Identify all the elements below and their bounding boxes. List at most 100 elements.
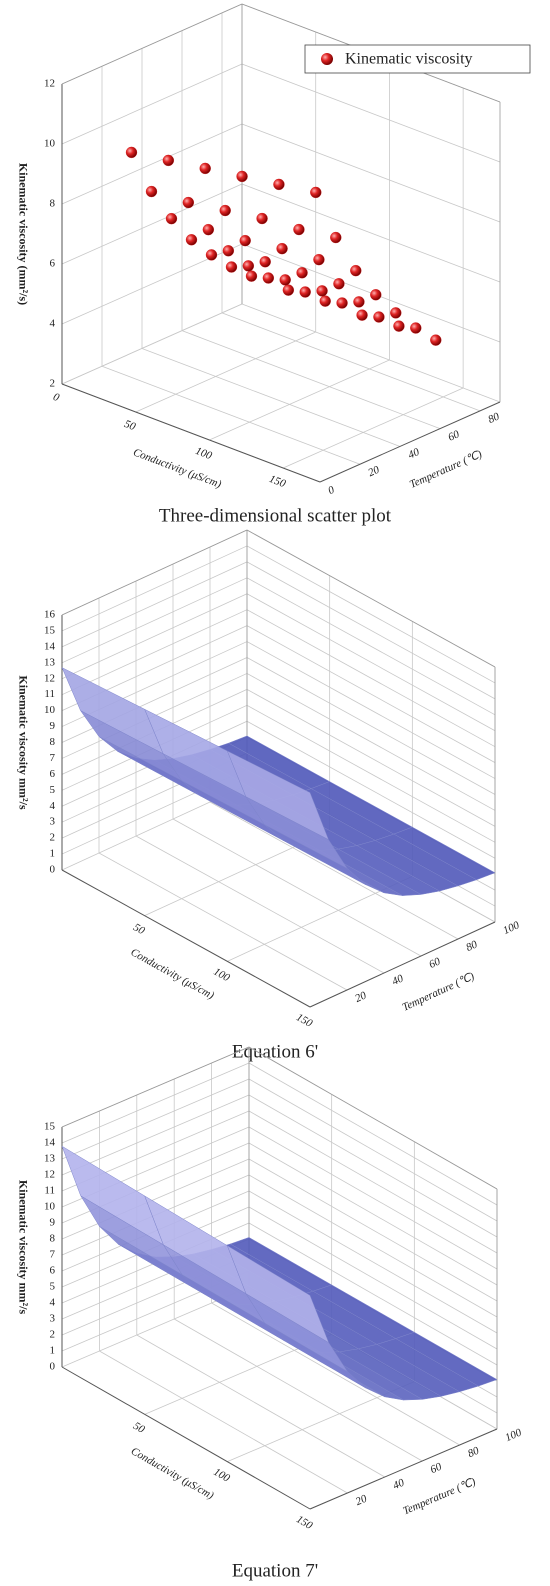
surface-cell: [226, 750, 329, 841]
z-tick-label: 1: [50, 1345, 56, 1357]
grid-line: [209, 359, 390, 441]
caption: Three-dimensional scatter plot: [159, 505, 392, 526]
grid-line: [211, 1302, 460, 1446]
grid-line: [241, 303, 501, 403]
box-edge: [61, 383, 321, 483]
grid-line: [246, 593, 496, 732]
x-tick-label: 50: [131, 1420, 147, 1436]
grid-line: [246, 673, 496, 811]
grid-line: [241, 63, 501, 163]
grid-line: [61, 577, 248, 664]
z-tick-label: 6: [50, 768, 56, 780]
point: [282, 284, 294, 296]
box-edge: [61, 869, 311, 1008]
point: [125, 146, 138, 159]
point: [279, 274, 291, 286]
z-tick-label: 8: [50, 198, 56, 210]
y-axis-title: Temperature (℃): [401, 1476, 478, 1518]
z-axis-title: Kinematic viscosity mm²/s: [16, 675, 30, 810]
y-tick-label: 100: [503, 1426, 523, 1444]
z-tick-label: 16: [44, 609, 56, 621]
point: [162, 154, 174, 167]
z-tick-label: 10: [44, 138, 56, 150]
legend-marker: [321, 53, 333, 65]
grid-line: [248, 1206, 498, 1350]
legend-label: Kinematic viscosity: [345, 51, 473, 68]
grid-line: [246, 625, 496, 763]
box-edge: [61, 3, 243, 85]
legend-box: [304, 44, 531, 74]
point: [219, 204, 231, 217]
x-tick-label: 100: [211, 966, 232, 985]
grid-line: [172, 818, 422, 957]
y-tick-label: 80: [486, 410, 501, 426]
point: [256, 212, 268, 225]
y-tick-label: 20: [366, 464, 381, 480]
grid-line: [248, 1078, 498, 1222]
z-tick-label: 12: [44, 1169, 55, 1181]
x-axis-title: Conductivity (μS/cm): [129, 1445, 216, 1502]
box-edge: [319, 401, 501, 483]
z-tick-label: 0: [50, 1361, 56, 1373]
grid-line: [246, 657, 496, 795]
z-tick-label: 13: [44, 1153, 56, 1165]
point: [350, 264, 362, 277]
box-edge: [309, 1428, 498, 1510]
grid-line: [246, 609, 496, 748]
grid-line: [61, 123, 243, 205]
grid-line: [282, 387, 464, 469]
grid-line: [246, 689, 496, 827]
point: [319, 295, 331, 307]
grid-line: [181, 330, 441, 430]
box-edge: [61, 1046, 250, 1128]
point: [165, 212, 178, 225]
z-tick-label: 13: [44, 656, 56, 668]
y-tick-label: 100: [501, 919, 521, 937]
z-tick-label: 9: [50, 1217, 56, 1229]
grid-line: [248, 1126, 498, 1270]
point: [273, 178, 285, 191]
z-tick-label: 2: [50, 378, 56, 390]
z-tick-label: 1: [50, 848, 56, 860]
grid-line: [246, 720, 496, 859]
grid-line: [221, 312, 481, 412]
point: [373, 311, 385, 323]
grid-line: [174, 1318, 423, 1462]
x-tick-label: 150: [294, 1011, 315, 1030]
grid-line: [248, 1222, 498, 1366]
point: [239, 234, 251, 247]
z-tick-label: 8: [50, 736, 56, 748]
box-edge: [61, 529, 248, 616]
box-edge: [248, 1046, 498, 1190]
x-tick-label: 0: [51, 391, 61, 404]
grid-line: [61, 183, 243, 265]
z-tick-label: 15: [44, 624, 56, 636]
point: [205, 249, 218, 261]
grid-line: [61, 561, 248, 648]
grid-line: [241, 123, 501, 223]
x-tick-label: 150: [294, 1513, 315, 1532]
point: [245, 270, 258, 282]
x-tick-label: 50: [131, 921, 147, 937]
z-tick-label: 12: [44, 672, 55, 684]
point: [145, 185, 158, 198]
grid-line: [101, 365, 361, 465]
point: [242, 260, 254, 272]
z-tick-label: 4: [50, 1297, 56, 1309]
box-edge: [309, 921, 496, 1008]
grid-line: [141, 348, 401, 447]
grid-line: [61, 545, 248, 632]
z-tick-label: 9: [50, 720, 56, 732]
grid-line: [98, 852, 348, 991]
grid-line: [135, 331, 316, 413]
grid-line: [248, 1174, 498, 1318]
grid-line: [246, 545, 496, 684]
z-tick-label: 11: [44, 1185, 55, 1197]
point: [356, 309, 368, 321]
grid-line: [248, 1062, 498, 1206]
point: [276, 242, 288, 255]
y-tick-label: 40: [390, 972, 405, 988]
z-tick-label: 5: [50, 784, 56, 796]
point: [225, 261, 238, 273]
